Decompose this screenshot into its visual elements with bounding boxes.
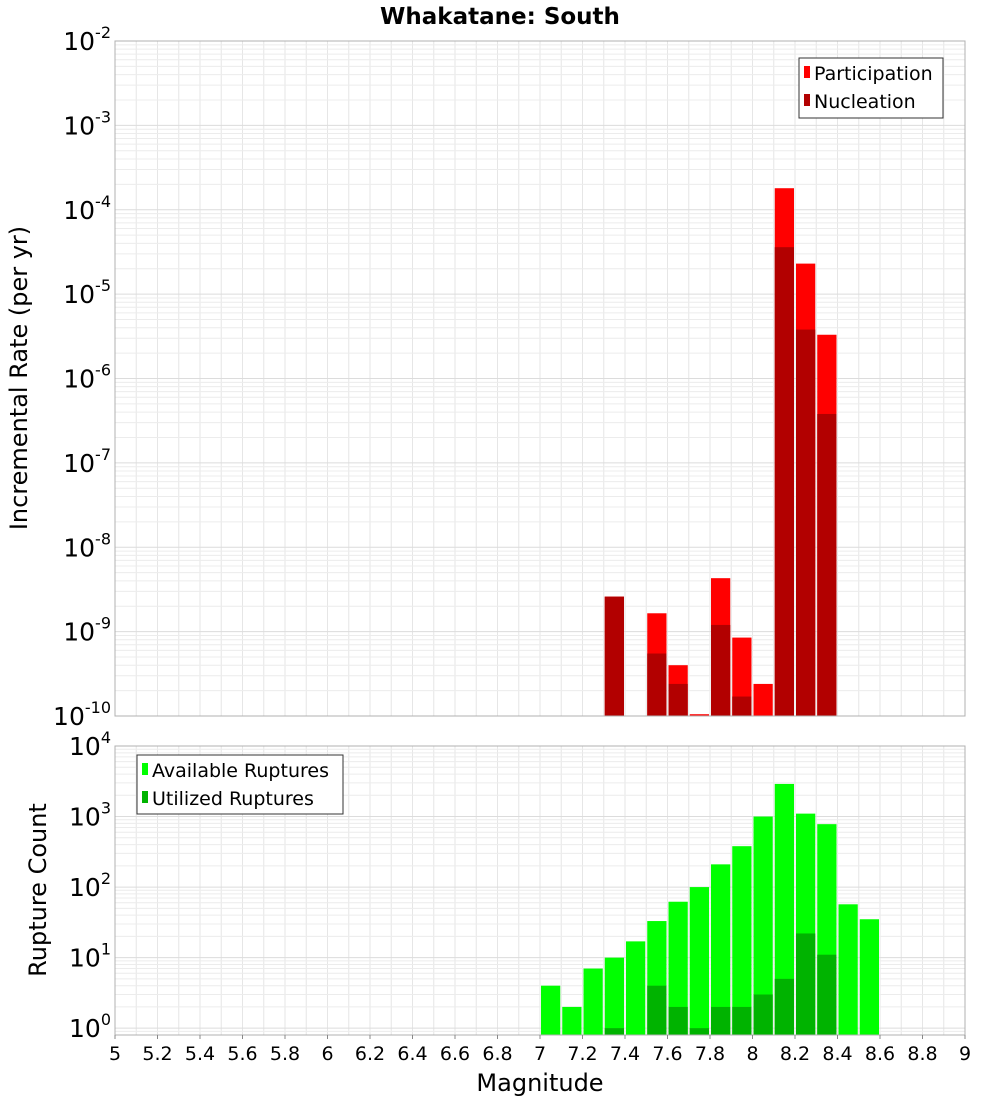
- bar-s2: [604, 596, 624, 716]
- legend-box: [798, 57, 944, 119]
- y-tick-label: 10-6: [63, 361, 111, 394]
- x-tick-label: 7.8: [695, 1043, 725, 1065]
- y-tick-label: 103: [69, 799, 111, 832]
- bottom-gridlines: [114, 746, 966, 1036]
- x-tick-label: 8.4: [822, 1043, 852, 1065]
- y-tick-label: 10-8: [63, 529, 111, 562]
- bar-s1: [689, 887, 709, 1035]
- bottom-y-axis-label: Rupture Count: [24, 803, 52, 977]
- y-tick-label: 10-3: [63, 107, 111, 140]
- bar-s1: [689, 714, 709, 716]
- x-tick-label: 5.8: [270, 1043, 300, 1065]
- y-tick-label: 10-2: [63, 23, 111, 56]
- bar-s1: [604, 957, 624, 1035]
- y-tick-label: 10-7: [63, 445, 111, 478]
- bar-s1: [583, 968, 603, 1035]
- bottom-plot: 100 101 102 103 104 5 5.2 5.4 5.6 5.8 6 6.2 6.4 6.6 6…: [24, 728, 971, 1097]
- bar-s2: [732, 696, 752, 716]
- bar-s1: [562, 1006, 582, 1035]
- top-bars: [604, 188, 837, 717]
- bar-s2: [732, 1006, 752, 1035]
- x-tick-label: 8.8: [907, 1043, 937, 1065]
- bar-s2: [753, 994, 773, 1035]
- bar-s2: [668, 683, 688, 716]
- x-tick-label: 6: [321, 1043, 333, 1065]
- bar-s2: [817, 954, 837, 1035]
- legend-swatch: [804, 66, 810, 78]
- bar-s1: [753, 683, 773, 716]
- bar-s2: [774, 247, 794, 716]
- y-tick-label: 10-10: [53, 698, 111, 731]
- y-tick-label: 100: [69, 1010, 111, 1043]
- x-tick-label: 7.6: [652, 1043, 682, 1065]
- x-tick-label: 9: [959, 1043, 971, 1065]
- x-tick-label: 5.2: [142, 1043, 172, 1065]
- bar-s2: [796, 933, 816, 1035]
- bar-s1: [838, 904, 858, 1035]
- legend-swatch: [142, 763, 148, 775]
- x-tick-label: 6.8: [482, 1043, 512, 1065]
- chart-title: Whakatane: South: [380, 4, 620, 30]
- bar-s1: [732, 846, 752, 1035]
- x-tick-label: 7.2: [567, 1043, 597, 1065]
- x-tick-label: 6.6: [440, 1043, 470, 1065]
- bottom-legend: Available Ruptures Utilized Ruptures: [136, 754, 344, 815]
- y-tick-label: 102: [69, 869, 111, 902]
- bar-s1: [541, 985, 561, 1035]
- x-tick-label: 5: [109, 1043, 121, 1065]
- x-tick-label: 8.6: [865, 1043, 895, 1065]
- bar-s2: [796, 329, 816, 716]
- top-legend: Participation Nucleation: [798, 57, 944, 119]
- bar-s2: [668, 1006, 688, 1035]
- bottom-bars: [541, 783, 879, 1035]
- top-gridlines: [114, 41, 966, 717]
- y-tick-label: 10-5: [63, 276, 111, 309]
- top-y-axis-label: Incremental Rate (per yr): [5, 226, 33, 530]
- x-tick-label: 8.2: [780, 1043, 810, 1065]
- top-plot: 10-10 10-9 10-8 10-7 10-6 10-5 10-4 10-3 10-2 In…: [5, 23, 966, 731]
- y-tick-label: 101: [69, 940, 111, 973]
- x-tick-label: 7.4: [610, 1043, 640, 1065]
- x-tick-label: 6.2: [355, 1043, 385, 1065]
- top-plot-frame: [114, 40, 966, 717]
- bar-s2: [647, 985, 667, 1035]
- legend-swatch: [804, 94, 810, 106]
- legend-box: [136, 754, 344, 815]
- x-tick-label: 5.6: [227, 1043, 257, 1065]
- legend-label: Nucleation: [814, 91, 916, 113]
- x-tick-label: 5.4: [185, 1043, 215, 1065]
- bar-s2: [774, 978, 794, 1035]
- bar-s2: [647, 653, 667, 716]
- legend-label: Utilized Ruptures: [152, 788, 314, 810]
- bar-s1: [668, 901, 688, 1035]
- legend-label: Available Ruptures: [152, 760, 329, 782]
- x-tick-label: 6.4: [397, 1043, 427, 1065]
- bar-s2: [817, 413, 837, 716]
- x-tick-labels: 5 5.2 5.4 5.6 5.8 6 6.2 6.4 6.6 6.8 7 7.2 7.4 7.6 7.8 8…: [109, 1035, 971, 1065]
- bar-s1: [711, 864, 731, 1035]
- x-tick-label: 8: [746, 1043, 758, 1065]
- bar-s2: [711, 624, 731, 716]
- x-axis-label: Magnitude: [476, 1069, 603, 1097]
- top-y-tick-labels: 10-10 10-9 10-8 10-7 10-6 10-5 10-4 10-3 10-2: [53, 23, 111, 731]
- legend-swatch: [142, 791, 148, 803]
- bar-s1: [626, 941, 646, 1035]
- bar-s2: [604, 1028, 624, 1035]
- bar-s2: [711, 1006, 731, 1035]
- bar-s2: [689, 1028, 709, 1035]
- bar-s1: [859, 919, 879, 1035]
- bar-s1: [774, 783, 794, 1035]
- bar-s1: [753, 816, 773, 1035]
- y-tick-label: 10-9: [63, 614, 111, 647]
- y-tick-label: 10-4: [63, 192, 111, 225]
- bar-s1: [732, 637, 752, 716]
- legend-label: Participation: [814, 63, 933, 85]
- y-tick-label: 104: [69, 728, 111, 761]
- bottom-y-tick-labels: 100 101 102 103 104: [69, 728, 111, 1043]
- x-tick-label: 7: [534, 1043, 546, 1065]
